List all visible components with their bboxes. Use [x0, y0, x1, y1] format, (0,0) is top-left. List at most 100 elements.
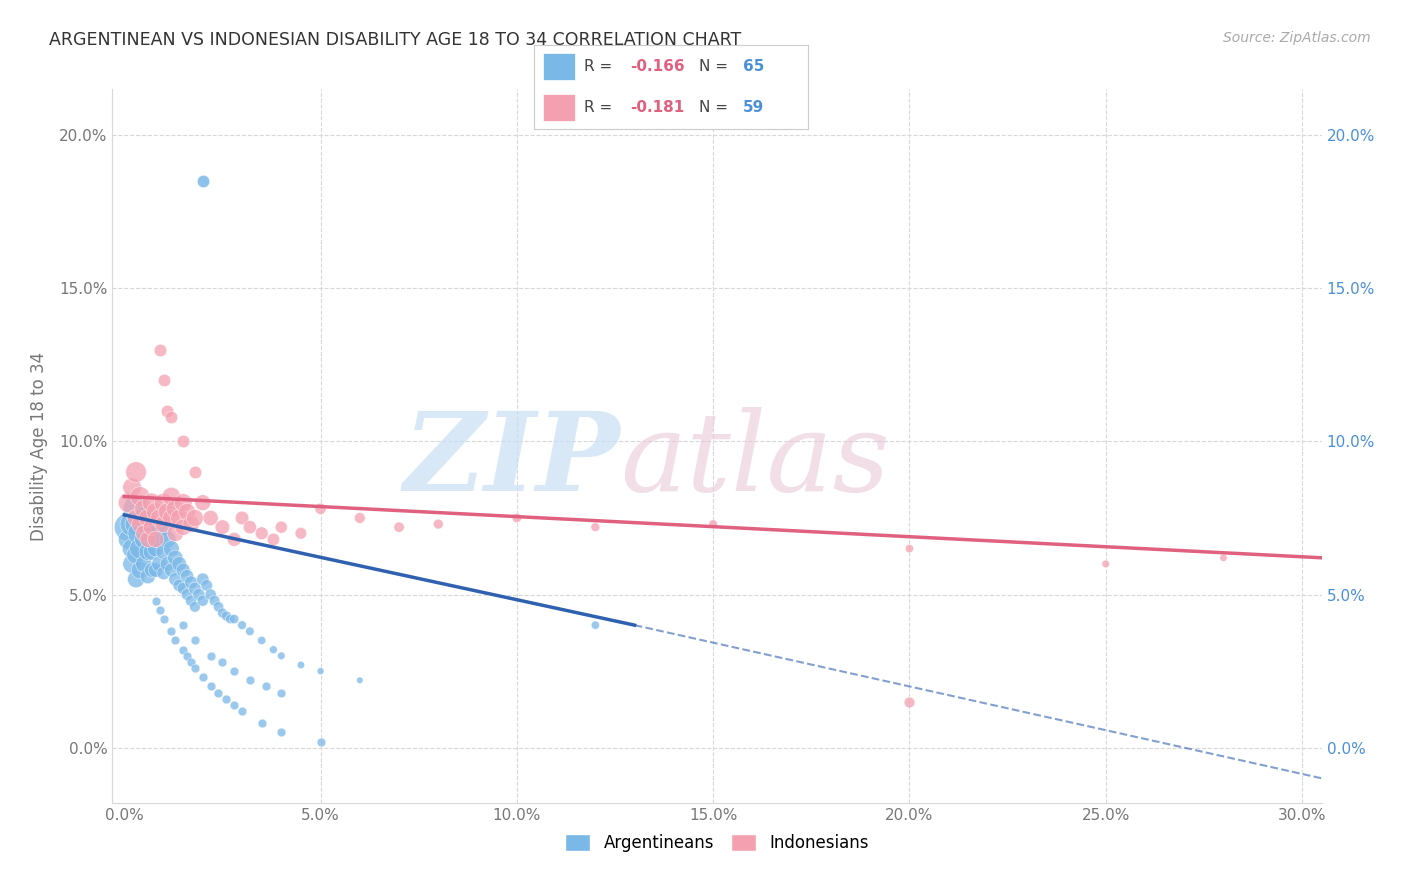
- Point: [141, 563, 163, 577]
- Point: [167, 578, 190, 592]
- Point: [1212, 550, 1234, 565]
- Point: [125, 572, 148, 586]
- Point: [191, 670, 214, 684]
- Point: [172, 520, 194, 534]
- Point: [204, 593, 226, 607]
- Point: [132, 511, 155, 525]
- Point: [145, 520, 167, 534]
- Point: [121, 557, 143, 571]
- Text: atlas: atlas: [620, 407, 890, 514]
- Point: [262, 642, 284, 657]
- Point: [180, 517, 202, 532]
- Point: [165, 501, 187, 516]
- Point: [172, 582, 194, 596]
- Point: [152, 566, 174, 580]
- Point: [141, 544, 163, 558]
- Point: [309, 501, 332, 516]
- Point: [129, 526, 152, 541]
- Point: [165, 633, 187, 648]
- Point: [156, 505, 179, 519]
- Point: [165, 550, 187, 565]
- Point: [149, 557, 172, 571]
- Point: [132, 526, 155, 541]
- Point: [184, 511, 207, 525]
- Point: [129, 541, 152, 556]
- Bar: [543, 54, 575, 80]
- Point: [224, 612, 246, 626]
- Point: [184, 582, 207, 596]
- Text: ARGENTINEAN VS INDONESIAN DISABILITY AGE 18 TO 34 CORRELATION CHART: ARGENTINEAN VS INDONESIAN DISABILITY AGE…: [49, 31, 741, 49]
- Point: [1094, 557, 1116, 571]
- Point: [506, 511, 529, 525]
- Point: [583, 618, 606, 632]
- Point: [160, 409, 183, 424]
- Point: [132, 557, 155, 571]
- Point: [121, 480, 143, 494]
- Point: [231, 704, 253, 718]
- Point: [136, 544, 159, 558]
- Point: [180, 575, 202, 590]
- Point: [125, 501, 148, 516]
- Point: [180, 593, 202, 607]
- Point: [149, 533, 172, 547]
- Legend: Argentineans, Indonesians: Argentineans, Indonesians: [558, 827, 876, 859]
- Point: [250, 633, 273, 648]
- Point: [211, 520, 233, 534]
- Text: 65: 65: [742, 59, 763, 74]
- Text: 59: 59: [742, 100, 763, 115]
- Point: [156, 533, 179, 547]
- Point: [309, 664, 332, 678]
- Text: R =: R =: [583, 59, 617, 74]
- Point: [239, 624, 262, 639]
- Point: [427, 517, 450, 532]
- Point: [200, 680, 222, 694]
- Point: [270, 725, 292, 739]
- Text: Source: ZipAtlas.com: Source: ZipAtlas.com: [1223, 31, 1371, 45]
- Point: [290, 526, 312, 541]
- Point: [132, 533, 155, 547]
- Point: [349, 511, 371, 525]
- Point: [215, 609, 238, 624]
- Point: [165, 526, 187, 541]
- Point: [224, 664, 246, 678]
- Point: [172, 496, 194, 510]
- Point: [898, 541, 921, 556]
- Point: [136, 511, 159, 525]
- Point: [156, 557, 179, 571]
- Point: [160, 541, 183, 556]
- Point: [149, 343, 172, 357]
- Point: [176, 505, 198, 519]
- Point: [224, 533, 246, 547]
- Point: [172, 434, 194, 449]
- Point: [141, 496, 163, 510]
- Point: [239, 520, 262, 534]
- Point: [191, 572, 214, 586]
- Text: N =: N =: [699, 59, 733, 74]
- Point: [129, 563, 152, 577]
- Point: [239, 673, 262, 688]
- Point: [152, 373, 174, 387]
- Point: [125, 548, 148, 562]
- Point: [211, 655, 233, 669]
- Point: [191, 496, 214, 510]
- Point: [136, 520, 159, 534]
- Point: [117, 496, 139, 510]
- Point: [172, 563, 194, 577]
- Point: [191, 174, 214, 188]
- Text: -0.166: -0.166: [630, 59, 685, 74]
- Point: [129, 490, 152, 504]
- Point: [184, 661, 207, 675]
- Point: [136, 569, 159, 583]
- Point: [145, 533, 167, 547]
- Point: [149, 511, 172, 525]
- Text: R =: R =: [583, 100, 617, 115]
- Y-axis label: Disability Age 18 to 34: Disability Age 18 to 34: [30, 351, 48, 541]
- Point: [129, 517, 152, 532]
- Point: [172, 618, 194, 632]
- Point: [219, 612, 242, 626]
- Point: [121, 517, 143, 532]
- Point: [231, 618, 253, 632]
- Point: [176, 648, 198, 663]
- Point: [583, 520, 606, 534]
- Point: [187, 588, 209, 602]
